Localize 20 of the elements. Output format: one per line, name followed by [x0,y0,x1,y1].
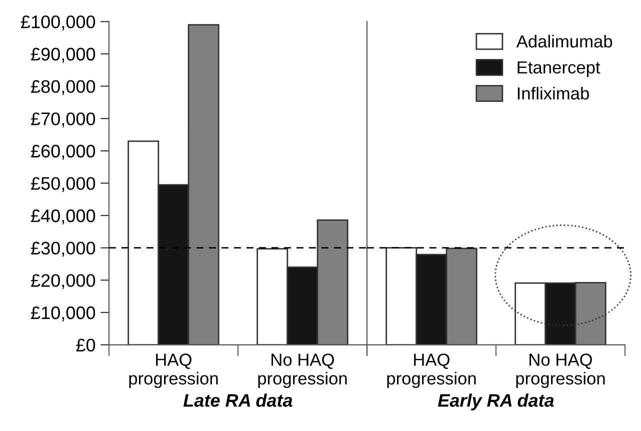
x-axis-title: Late RA data [183,394,292,407]
legend-label: Etanercept [518,61,600,78]
y-tick-label: £20,000 [31,274,96,290]
y-tick-label: £80,000 [31,80,96,96]
y-tick-label: £10,000 [31,306,96,322]
x-tick-label: No HAQ progression [258,354,347,388]
legend-label: Infliximab [518,86,589,100]
y-tick-label: £40,000 [31,209,96,224]
y-tick-label: £0 [76,338,96,352]
x-tick-label: HAQ progression [387,354,476,388]
legend-label: Adalimumab [516,34,612,48]
y-tick-label: £70,000 [31,112,96,128]
y-tick-label: £60,000 [31,144,96,160]
y-tick-label: £50,000 [31,177,96,192]
x-axis-title: Early RA data [438,394,554,410]
y-tick-label: £100,000 [20,15,96,30]
x-tick-label: No HAQ progression [516,354,605,388]
y-tick-label: £30,000 [31,242,96,257]
x-tick-label: HAQ progression [129,354,218,388]
y-tick-label: £90,000 [31,48,96,63]
